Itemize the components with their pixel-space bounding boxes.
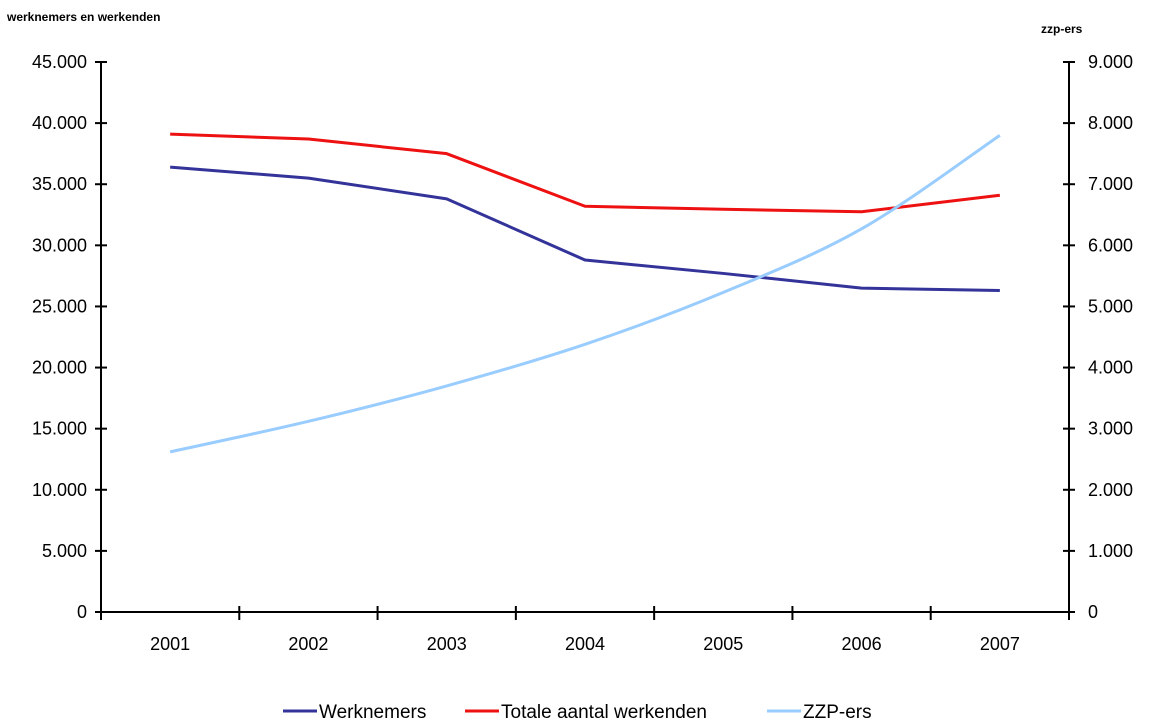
right-tick-label: 5.000 xyxy=(1088,296,1133,316)
right-tick-label: 2.000 xyxy=(1088,480,1133,500)
left-tick-label: 40.000 xyxy=(32,113,87,133)
left-axis-title: werknemers en werkenden xyxy=(6,10,160,24)
legend: Werknemers Totale aantal werkenden ZZP-ers xyxy=(283,702,872,720)
right-tick-label: 6.000 xyxy=(1088,235,1133,255)
x-tick-label: 2003 xyxy=(427,634,467,654)
left-tick-label: 5.000 xyxy=(42,541,87,561)
right-tick-label: 9.000 xyxy=(1088,52,1133,72)
left-tick-label: 20.000 xyxy=(32,358,87,378)
series-line-werknemers xyxy=(170,165,1000,293)
x-tick-label: 2006 xyxy=(842,634,882,654)
legend-item-totale-aantal-werkenden-label: Totale aantal werkenden xyxy=(501,702,707,720)
series-line-zzp-ers xyxy=(169,134,1001,454)
left-tick-label: 0 xyxy=(77,602,87,622)
left-tick-label: 30.000 xyxy=(32,235,87,255)
x-tick-label: 2007 xyxy=(980,634,1020,654)
x-tick-label: 2005 xyxy=(703,634,743,654)
series-lines xyxy=(169,132,1001,454)
legend-item-werknemers-label: Werknemers xyxy=(319,702,426,720)
left-tick-label: 35.000 xyxy=(32,174,87,194)
series-line-totale-aantal-werkenden xyxy=(170,132,1001,214)
tick-labels: 0 5.000 10.000 15.000 20.000 25.000 30.000 35.0… xyxy=(32,52,1133,654)
left-tick-label: 15.000 xyxy=(32,419,87,439)
right-tick-label: 7.000 xyxy=(1088,174,1133,194)
left-tick-label: 45.000 xyxy=(32,52,87,72)
left-tick-label: 10.000 xyxy=(32,480,87,500)
x-tick-label: 2002 xyxy=(288,634,328,654)
right-tick-label: 0 xyxy=(1088,602,1098,622)
legend-item-zzp-ers-label: ZZP-ers xyxy=(803,702,872,720)
left-tick-label: 25.000 xyxy=(32,296,87,316)
right-tick-label: 1.000 xyxy=(1088,541,1133,561)
right-tick-label: 3.000 xyxy=(1088,419,1133,439)
x-tick-label: 2004 xyxy=(565,634,605,654)
x-tick-label: 2001 xyxy=(150,634,190,654)
right-tick-label: 8.000 xyxy=(1088,113,1133,133)
right-axis-title: zzp-ers xyxy=(1041,22,1083,36)
right-tick-label: 4.000 xyxy=(1088,358,1133,378)
axes xyxy=(95,61,1075,620)
